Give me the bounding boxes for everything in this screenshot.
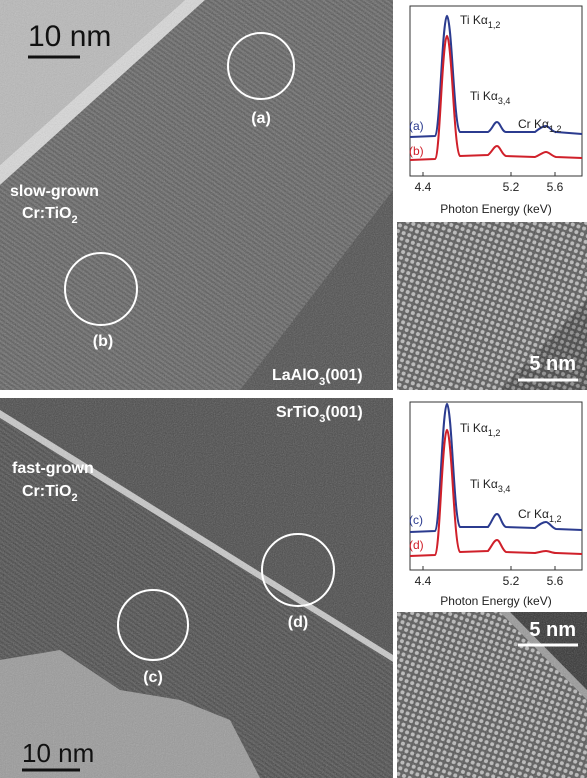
x-tick-label: 5.2 [503,180,520,194]
sample-name: slow-grown [10,183,99,200]
peak: Ti Kα [460,421,488,435]
orientation: (001) [325,404,362,421]
subscript: 2 [71,492,77,504]
formula: Cr:TiO [22,483,71,500]
subscript: 1,2 [549,124,562,134]
scale-bar-label: 5 nm [529,353,576,375]
substrate: LaAlO [272,367,319,384]
sample-name: fast-grown [12,460,94,477]
x-tick-label: 5.6 [547,574,564,588]
orientation: (001) [325,367,362,384]
peak: Cr Kα [518,117,549,131]
circle-label: (c) [143,669,163,686]
substrate: SrTiO [276,404,319,421]
curve-label: (b) [409,144,424,158]
figure: 10 nm (a) (b) slow-grown Cr:TiO2 LaAlO3(… [0,0,587,778]
formula: Cr:TiO [22,205,71,222]
x-tick-label: 5.2 [503,574,520,588]
hrtem-bottom: 5 nm [397,612,587,778]
x-axis-label: Photon Energy (keV) [440,202,551,216]
tem-image-bottom: (c) (d) fast-grown Cr:TiO2 SrTiO3(001) 1… [0,398,393,778]
curve-label: (c) [409,513,423,527]
curve-label: (d) [409,538,424,552]
spectrum-top: (a) (b) Ti Kα1,2 Ti Kα3,4 Cr Kα1,2 Photo… [397,0,587,218]
scale-bar-label: 10 nm [22,738,94,768]
x-tick-label: 4.4 [415,180,432,194]
circle-label: (d) [288,614,308,631]
peak: Ti Kα [470,477,498,491]
tem-image-top: 10 nm (a) (b) slow-grown Cr:TiO2 LaAlO3(… [0,0,393,390]
subscript: 1,2 [488,20,501,30]
peak: Cr Kα [518,507,549,521]
circle-label: (a) [251,110,271,127]
circle-label: (b) [93,333,113,350]
scale-bar-label: 5 nm [529,619,576,641]
subscript: 3,4 [498,96,511,106]
hrtem-top: 5 nm [397,222,587,390]
spectrum-bottom: (c) (d) Ti Kα1,2 Ti Kα3,4 Cr Kα1,2 Photo… [397,398,587,608]
x-axis-label: Photon Energy (keV) [440,594,551,608]
subscript: 2 [71,214,77,226]
x-tick-label: 5.6 [547,180,564,194]
curve-label: (a) [409,119,424,133]
scale-bar-label: 10 nm [28,20,111,53]
x-tick-label: 4.4 [415,574,432,588]
peak: Ti Kα [460,13,488,27]
subscript: 1,2 [488,428,501,438]
peak: Ti Kα [470,89,498,103]
subscript: 3,4 [498,484,511,494]
subscript: 1,2 [549,514,562,524]
